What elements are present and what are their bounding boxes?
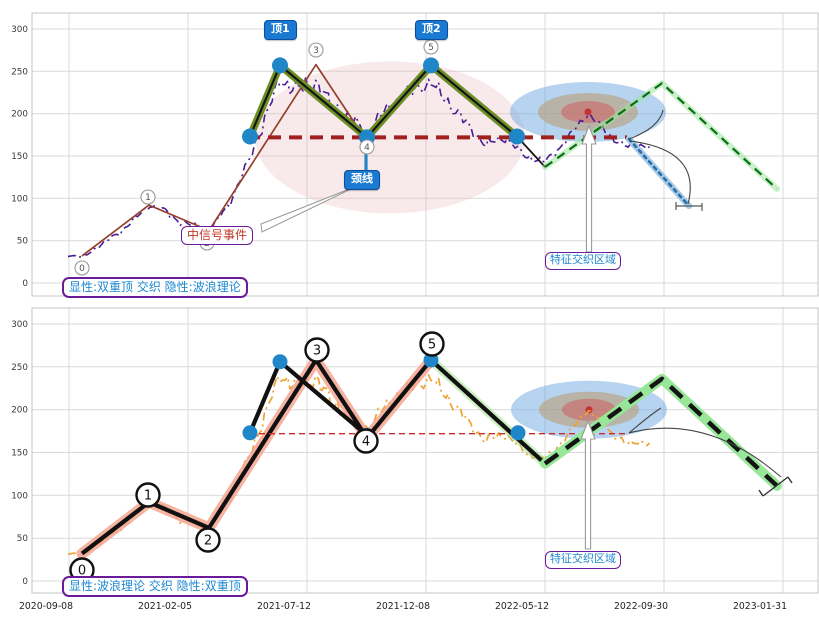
decline-segment xyxy=(429,358,547,466)
signal-event-label: 中信号事件 xyxy=(181,226,254,246)
wave-number-circle xyxy=(304,337,330,363)
explicit-pattern-label-bottom: 显性:波浪理论 交织 隐性:双重顶 xyxy=(62,576,248,598)
feature-callout-arrow xyxy=(580,419,596,550)
ytick-label: 100 xyxy=(11,491,28,501)
ytick-label: 300 xyxy=(11,25,28,35)
wave-number-label: 5 xyxy=(428,43,434,53)
wave-number-label: 1 xyxy=(144,489,152,504)
xtick-label: 2022-05-12 xyxy=(495,601,549,612)
feature-callout-arrow xyxy=(581,124,597,253)
link-arc-upper xyxy=(628,109,664,140)
ytick-label: 50 xyxy=(17,237,29,247)
wave-number-label: 3 xyxy=(313,344,321,359)
wave-number-label: 3 xyxy=(313,46,319,56)
feature-zone-label-top: 特征交织区域 xyxy=(545,252,621,270)
xtick-label: 2021-07-12 xyxy=(257,601,311,612)
ytick-label: 100 xyxy=(11,194,28,204)
target-arrow-cap xyxy=(675,202,703,211)
xtick-label: 2023-01-31 xyxy=(733,601,787,612)
wave-number-label: 5 xyxy=(428,338,436,353)
ytick-label: 150 xyxy=(11,152,28,162)
wave-number-label: 1 xyxy=(145,193,151,203)
wave-number-circle xyxy=(140,189,156,205)
breakdown-target-arrow xyxy=(627,137,691,208)
wave-number-label: 2 xyxy=(204,534,212,549)
feature-zone-dot xyxy=(585,406,593,414)
feature-zone-dot xyxy=(584,108,592,116)
wave-number-label: 0 xyxy=(78,564,86,579)
ytick-label: 300 xyxy=(11,320,28,330)
neckline-label: 颈线 xyxy=(344,170,380,190)
pattern-point-dot xyxy=(272,354,288,370)
wave-number-circle xyxy=(419,331,445,357)
ytick-label: 250 xyxy=(11,363,28,373)
xtick-label: 2022-09-30 xyxy=(614,601,668,612)
pattern-point-dot xyxy=(510,425,526,441)
signal-leader-wedge xyxy=(260,185,358,233)
link-arc-lower xyxy=(629,140,691,205)
wave-line xyxy=(80,357,433,556)
link-arc-lower xyxy=(628,427,782,478)
pattern-point-dot xyxy=(272,57,288,74)
link-arc-upper xyxy=(628,407,662,434)
projection-dashed xyxy=(543,376,779,488)
ytick-label: 50 xyxy=(17,534,29,544)
wave-number-label: 0 xyxy=(79,264,85,274)
wave-number-circle xyxy=(135,482,161,508)
top2-label: 顶2 xyxy=(415,20,448,40)
pattern-point-dot xyxy=(242,128,258,145)
ytick-label: 250 xyxy=(11,67,28,77)
ytick-label: 200 xyxy=(11,406,28,416)
wave-number-circle xyxy=(195,527,221,553)
xtick-label: 2020-09-08 xyxy=(19,601,73,612)
price-line xyxy=(67,77,651,259)
pattern-point-dot xyxy=(509,128,525,145)
ytick-label: 0 xyxy=(22,577,28,587)
xtick-label: 2021-02-05 xyxy=(138,601,192,612)
panel-border xyxy=(31,12,819,297)
trend-end-bracket xyxy=(758,476,793,497)
wave-number-circle xyxy=(353,428,379,454)
wave-number-label: 4 xyxy=(362,435,370,450)
panel-explicit-double-top: 050100150200250300012345 xyxy=(11,12,819,297)
ytick-label: 150 xyxy=(11,449,28,459)
pattern-point-dot xyxy=(242,425,258,441)
wave-number-circle xyxy=(359,139,375,155)
panel-border xyxy=(31,307,819,594)
ytick-label: 0 xyxy=(22,279,28,289)
pattern-point-dot xyxy=(423,57,439,74)
wave-number-circle xyxy=(308,42,324,58)
wave-number-circle xyxy=(423,39,439,55)
wave-number-label: 4 xyxy=(364,143,370,153)
ytick-label: 200 xyxy=(11,110,28,120)
xtick-label: 2021-12-08 xyxy=(376,601,430,612)
wave-number-circle xyxy=(74,260,90,276)
top1-label: 顶1 xyxy=(264,20,297,40)
explicit-pattern-label-top: 显性:双重顶 交织 隐性:波浪理论 xyxy=(62,277,248,299)
feature-zone-label-bottom: 特征交织区域 xyxy=(545,551,621,569)
